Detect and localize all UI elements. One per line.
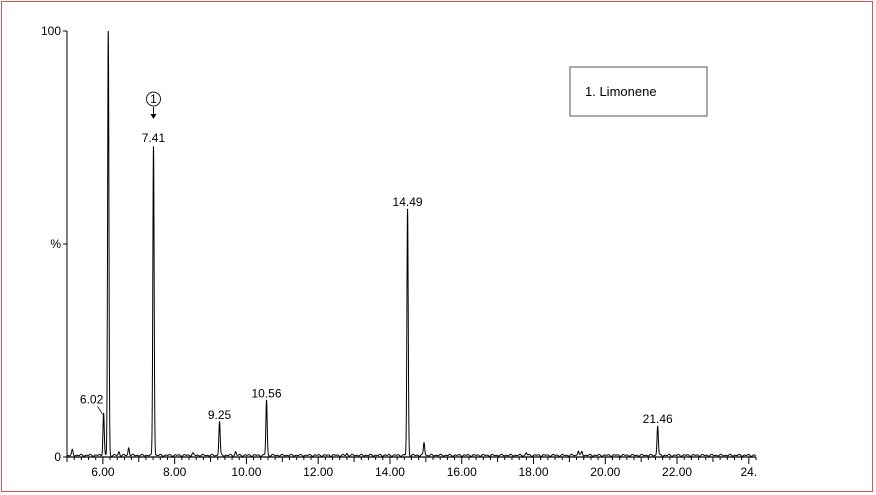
chart-legend: 1. Limonene [569,66,708,117]
annotation-number: 1 [150,92,157,106]
chart-trace [66,30,756,457]
x-tick-label: 20.00 [590,465,620,479]
x-tick-label: 6.00 [91,465,115,479]
y-axis-unit-label: % [50,237,61,251]
x-tick-label: 12.00 [303,465,333,479]
y-tick-label-100: 100 [41,24,61,38]
x-tick-label: 22.00 [662,465,692,479]
peak-label-9-25: 9.25 [208,408,232,422]
x-tick-label: 18.00 [518,465,548,479]
peak-label-leader [97,406,103,415]
peak-label-10-56: 10.56 [252,387,282,401]
chromatogram-trace [66,30,756,457]
x-tick-label: 10.00 [231,465,261,479]
peak-label-7-41: 7.41 [142,131,166,145]
chart-ticks: 100 0% 6.00 8.00 10.00 12.00 14.00 16.00 18.00 20… [41,24,757,479]
peak-annotation: 1 [146,91,161,120]
annotation-circle [146,91,161,107]
legend-entry: 1. Limonene [585,84,657,99]
peak-label-21-46: 21.46 [643,412,673,426]
x-tick-label: 16.00 [447,465,477,479]
y-tick-label-0: 0 [54,450,61,464]
x-tick-label: 8.00 [163,465,187,479]
peak-label-14-49: 14.49 [393,195,423,209]
x-tick-label: 14.00 [375,465,405,479]
annotation-arrow-head [150,114,157,120]
peak-labels: 6.02 7.41 9.25 10.56 14.49 21.46 [80,131,673,426]
x-tick-label: 24. [740,465,757,479]
peak-label-6-02: 6.02 [80,392,104,406]
legend-box [569,66,708,117]
